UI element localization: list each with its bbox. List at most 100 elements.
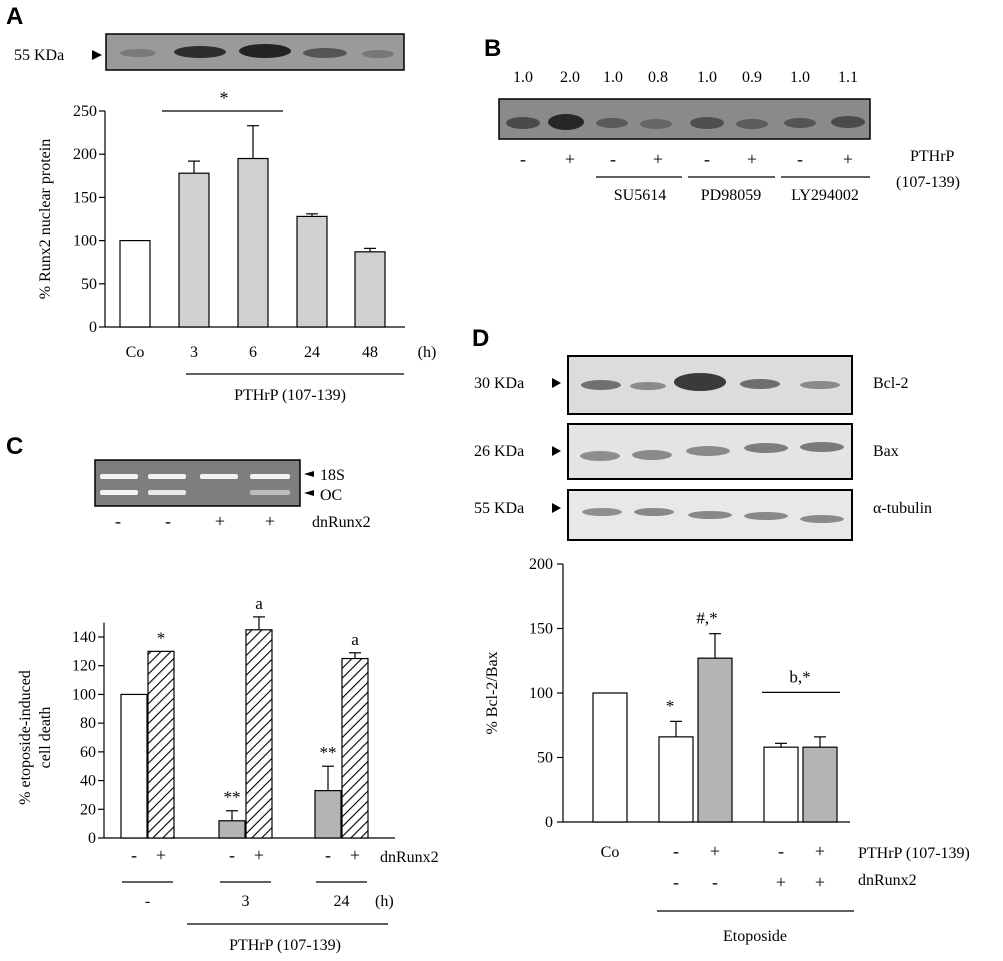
sign-label: - [704,149,710,169]
ratio-label: 0.8 [648,69,668,86]
panel-d-blot-tubulin [567,489,853,541]
ratio-label: 1.1 [838,69,858,86]
bar [341,657,369,839]
pthrp-sign: + [815,841,825,861]
sign-label: - [520,149,526,169]
gel-sign-label: - [115,511,121,531]
panel-b-treatment-line1: PTHrP [910,148,955,165]
blot-protein-label: α-tubulin [873,500,932,517]
arrow-icon [552,378,561,388]
panel-b-inhibitors: SU5614 PD98059 LY294002 [596,176,870,204]
inhibitor-label: PD98059 [701,187,761,204]
bar-annotation: a [255,594,263,613]
blot-kda-label: 55 KDa [474,500,524,517]
ratio-label: 1.0 [697,69,717,86]
panel-c-rtpcr-gel [94,459,301,507]
x-tick-label: 6 [249,344,257,361]
panel-d-blot-bcl2 [567,355,853,415]
y-tick-label: 0 [88,830,96,847]
dnrunx2-sign: + [254,845,264,865]
panel-d-bar-chart: 0 50 100 150 200 % Bcl-2/Bax * #,* b,* Co - + - + PTHr… [484,556,970,945]
bar [120,693,148,839]
group-label: 3 [242,893,250,910]
y-tick-label: 40 [80,773,96,790]
bar [697,657,733,823]
panel-d-label: D [472,325,489,352]
bar-annotation: * [666,696,675,715]
panel-c-bar-chart: 0 20 40 60 80 100 120 140 % etoposide-induced cel… [17,594,439,954]
ratio-label: 2.0 [560,69,580,86]
dnrunx2-sign: - [712,872,718,892]
gel-sign-label: + [265,511,275,531]
y-tick-label: 150 [73,189,97,206]
bar [218,820,246,839]
ratio-label: 1.0 [603,69,623,86]
panel-a-significance-star: * [220,88,229,108]
dnrunx2-sign: - [325,845,331,865]
panel-a-label: A [6,3,23,30]
panel-c-gel-label-oc: OC [320,487,342,504]
bar [592,692,628,823]
group-label: 24 [334,893,350,910]
panel-d-blot-labels: 30 KDa Bcl-2 26 KDa Bax 55 KDa α-tubulin [474,375,932,517]
x-tick-label: 24 [304,344,320,361]
panel-a-time-unit: (h) [418,344,437,361]
bar-annotation: ** [320,743,337,762]
bar [314,790,342,839]
sign-label: + [653,149,663,169]
y-axis-title-line2: cell death [37,707,54,769]
bar [245,629,273,839]
treatment-label: PTHrP (107-139) [229,937,341,954]
panel-b-gel [498,98,871,140]
y-tick-label: 140 [72,629,96,646]
panel-b-pthrp-signs: - + - + - + - + [520,149,853,169]
panel-a-western-blot [105,33,405,71]
y-tick-label: 120 [72,658,96,675]
dnrunx2-sign: - [229,845,235,865]
bar-annotation: ** [224,788,241,807]
pthrp-sign: - [673,841,679,861]
ratio-label: 1.0 [790,69,810,86]
time-unit-label: (h) [375,893,394,910]
sign-label: - [797,149,803,169]
x-tick-label: Co [126,344,145,361]
blot-protein-label: Bcl-2 [873,375,909,392]
inhibitor-label: SU5614 [614,187,666,204]
dnrunx2-sign: + [776,872,786,892]
bar [119,240,151,328]
dnrunx2-sign: + [156,845,166,865]
bar-annotation: * [157,628,166,647]
panel-a-treatment-label: PTHrP (107-139) [234,387,346,404]
sign-label: + [565,149,575,169]
blot-kda-label: 30 KDa [474,375,524,392]
gel-sign-label: - [165,511,171,531]
group-label: - [145,893,150,910]
x-tick-label: 3 [190,344,198,361]
bar [178,172,210,328]
dnrunx2-sign: + [815,872,825,892]
y-tick-label: 60 [80,744,96,761]
panel-c-gel-signs: - - + + [115,511,275,531]
y-tick-label: 80 [80,715,96,732]
bar [296,215,328,328]
inhibitor-label: LY294002 [791,187,859,204]
dnrunx2-sign: + [350,845,360,865]
arrow-icon [552,446,561,456]
blot-protein-label: Bax [873,443,899,460]
ratio-label: 1.0 [513,69,533,86]
panel-c-gel-label-18s: 18S [320,467,345,484]
bar [354,251,386,328]
bar [237,157,269,328]
arrow-icon [552,503,561,513]
dnrunx2-sign: - [131,845,137,865]
panel-c-label: C [6,433,23,460]
panel-b-label: B [484,35,501,62]
pthrp-label: PTHrP (107-139) [858,845,970,862]
y-tick-label: 150 [529,621,553,638]
bar [763,746,799,823]
y-axis-title-line1: % etoposide-induced [17,670,34,805]
bar [802,746,838,823]
y-tick-label: 100 [72,686,96,703]
y-axis-title: % Runx2 nuclear protein [37,139,54,299]
